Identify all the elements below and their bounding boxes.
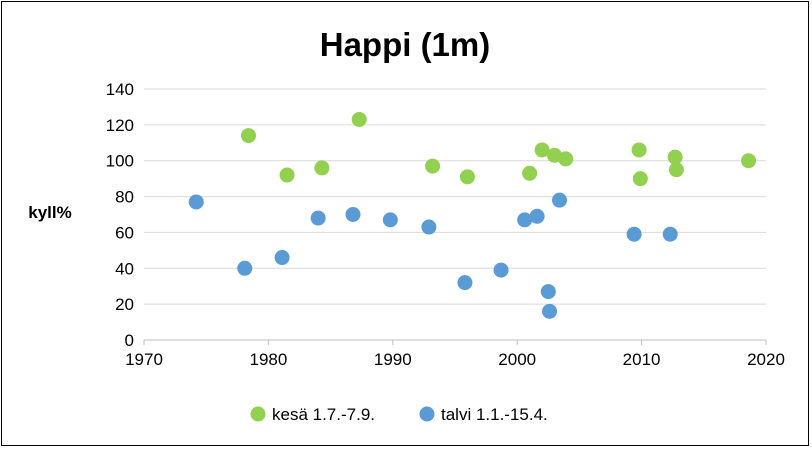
series-1 (188, 192, 678, 319)
point-series-0-9 (558, 151, 574, 167)
point-series-1-13 (551, 192, 567, 208)
x-tick-1980: 1980 (249, 350, 287, 369)
y-tick-120: 120 (106, 116, 134, 135)
point-series-0-4 (425, 158, 441, 174)
point-series-0-1 (279, 167, 295, 183)
chart-title: Happi (1m) (320, 26, 491, 63)
point-series-1-3 (310, 210, 326, 226)
point-series-1-4 (345, 207, 361, 222)
point-series-1-1 (237, 260, 253, 276)
gridlines (144, 88, 766, 305)
point-series-0-13 (668, 162, 684, 178)
y-tick-60: 60 (115, 223, 134, 242)
point-series-0-10 (631, 142, 647, 158)
point-series-0-0 (240, 128, 256, 144)
legend-label-talvi: talvi 1.1.-15.4. (441, 405, 548, 424)
y-tick-20: 20 (115, 295, 134, 314)
x-tick-labels: 1970 1980 1990 2000 2010 2020 (125, 340, 785, 369)
point-series-0-2 (314, 160, 330, 176)
point-series-0-12 (667, 149, 683, 165)
point-series-1-7 (457, 275, 473, 291)
y-tick-40: 40 (115, 259, 134, 278)
y-tick-0: 0 (125, 331, 134, 350)
point-series-0-7 (534, 142, 550, 158)
legend-marker-kesa (250, 406, 266, 422)
point-series-1-14 (626, 226, 642, 242)
point-series-0-6 (522, 165, 538, 181)
point-series-1-2 (274, 250, 290, 266)
x-tick-2010: 2010 (623, 350, 661, 369)
point-series-1-5 (382, 212, 398, 228)
point-series-1-10 (529, 208, 545, 224)
point-series-1-15 (662, 226, 678, 242)
point-series-1-9 (517, 212, 533, 228)
point-series-1-12 (542, 303, 558, 319)
series-0 (240, 111, 757, 187)
point-series-0-5 (459, 169, 475, 185)
y-tick-80: 80 (115, 188, 134, 207)
x-tick-1990: 1990 (374, 350, 412, 369)
y-tick-labels: 0 20 40 60 80 100 120 140 (106, 80, 134, 350)
x-tick-1970: 1970 (125, 350, 163, 369)
legend-label-kesa: kesä 1.7.-7.9. (272, 405, 375, 424)
y-tick-100: 100 (106, 152, 134, 171)
point-series-1-6 (421, 219, 437, 235)
point-series-1-0 (188, 194, 204, 210)
point-series-1-8 (493, 262, 509, 278)
legend: kesä 1.7.-7.9. talvi 1.1.-15.4. (250, 405, 548, 424)
x-tick-2000: 2000 (498, 350, 536, 369)
y-axis-label: kyll% (28, 203, 71, 222)
legend-marker-talvi (419, 406, 435, 422)
point-series-1-11 (540, 284, 556, 300)
point-series-0-11 (632, 171, 648, 187)
y-tick-140: 140 (106, 80, 134, 99)
x-tick-2020: 2020 (747, 350, 785, 369)
point-series-0-3 (351, 111, 367, 127)
data-points (188, 111, 757, 319)
point-series-0-14 (741, 153, 757, 169)
